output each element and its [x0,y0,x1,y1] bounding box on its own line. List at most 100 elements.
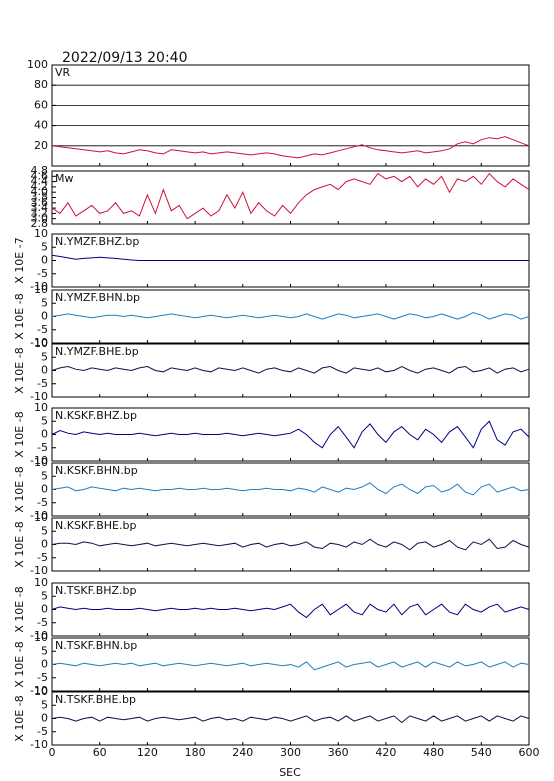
x-tick-label: 240 [232,746,253,759]
y-tick-label: 10 [34,576,48,589]
series-label: N.TSKF.BHZ.bp [55,584,137,597]
x-tick-label: 420 [375,746,396,759]
y-tick-label: 10 [34,227,48,240]
y-axis-label: X 10E -8 [13,521,26,567]
x-tick-label: 360 [328,746,349,759]
x-tick-label: 0 [49,746,56,759]
y-tick-label: 5 [41,698,48,711]
series-label: N.TSKF.BHN.bp [55,639,137,652]
series-line [51,136,530,159]
y-tick-label: 0 [41,658,48,671]
series-line [51,311,530,320]
y-tick-label: 5 [41,296,48,309]
y-axis-label: X 10E -8 [13,586,26,632]
series-line [51,482,530,496]
y-tick-label: -10 [30,454,48,467]
panel-frame [51,64,530,167]
y-tick-label: 10 [34,456,48,469]
series-label: N.TSKF.BHE.bp [55,693,136,706]
y-tick-label: 3.6 [31,196,49,209]
x-tick-label: 300 [280,746,301,759]
series-label: N.YMZF.BHZ.bp [55,235,139,248]
series-line [51,254,529,261]
series-line [51,715,530,724]
y-tick-label: 5 [41,414,48,427]
x-tick-label: 600 [519,746,540,759]
y-tick-label: 5 [41,589,48,602]
y-axis-label: X 10E -8 [13,411,26,457]
y-axis-label: X 10E -8 [13,641,26,687]
series-label: N.YMZF.BHN.bp [55,291,140,304]
y-tick-label: 4.6 [31,169,49,182]
y-axis-label: X 10E -8 [13,695,26,741]
y-tick-label: 10 [34,685,48,698]
y-tick-label: 0 [41,483,48,496]
y-tick-label: 0 [41,538,48,551]
y-tick-label: 0 [41,254,48,267]
series-line [51,603,530,619]
y-tick-label: 20 [34,139,48,152]
series-line [51,538,530,551]
y-tick-label: -5 [37,671,48,684]
y-tick-label: -5 [37,616,48,629]
series-label: N.YMZF.BHE.bp [55,345,139,358]
y-tick-label: 0 [41,603,48,616]
y-tick-label: 4.4 [31,175,49,188]
y-tick-label: 5 [41,350,48,363]
y-tick-label: 100 [27,58,48,71]
x-tick-label: 120 [137,746,158,759]
y-tick-label: 10 [34,283,48,296]
series-label: Mw [55,172,74,185]
y-tick-label: -5 [37,496,48,509]
series-line [51,365,530,374]
y-tick-label: 0 [41,310,48,323]
y-tick-label: 5 [41,644,48,657]
y-tick-label: 0 [41,428,48,441]
y-tick-label: -10 [30,509,48,522]
y-tick-label: 40 [34,119,48,132]
y-axis-label: X 10E -7 [13,237,26,283]
chart-title: 2022/09/13 20:40 [62,50,188,66]
y-tick-label: 2.8 [31,217,49,230]
series-label: N.KSKF.BHE.bp [55,519,136,532]
y-tick-label: 5 [41,469,48,482]
y-tick-label: -5 [37,267,48,280]
y-tick-label: -5 [37,441,48,454]
y-tick-label: 4.0 [31,185,49,198]
y-tick-label: -5 [37,323,48,336]
series-line [51,172,530,220]
y-tick-label: -10 [30,390,48,403]
y-tick-label: -5 [37,377,48,390]
y-tick-label: -10 [30,564,48,577]
y-tick-label: 4.2 [31,180,49,193]
y-tick-label: 0 [41,364,48,377]
y-tick-label: -10 [30,280,48,293]
series-label: VR [55,66,71,79]
x-tick-label: 60 [93,746,107,759]
y-tick-label: -10 [30,738,48,751]
y-axis-label: X 10E -8 [13,347,26,393]
series-line [51,661,530,671]
y-tick-label: 3.4 [31,201,49,214]
y-tick-label: 10 [34,511,48,524]
y-tick-label: 10 [34,401,48,414]
x-tick-label: 180 [185,746,206,759]
y-tick-label: -5 [37,725,48,738]
y-tick-label: -10 [30,684,48,697]
y-axis-label: X 10E -8 [13,293,26,339]
y-tick-label: 3.8 [31,191,49,204]
y-tick-label: 0 [41,712,48,725]
series-line [51,420,530,449]
y-tick-label: 4.8 [31,164,49,177]
x-tick-label: 540 [471,746,492,759]
y-tick-label: 10 [34,631,48,644]
y-tick-label: 60 [34,98,48,111]
y-tick-label: 10 [34,337,48,350]
y-tick-label: -10 [30,629,48,642]
y-tick-label: 3.0 [31,212,49,225]
y-tick-label: 80 [34,78,48,91]
y-axis-label: X 10E -8 [13,466,26,512]
x-axis-label: SEC [279,766,301,779]
y-tick-label: 3.2 [31,206,49,219]
